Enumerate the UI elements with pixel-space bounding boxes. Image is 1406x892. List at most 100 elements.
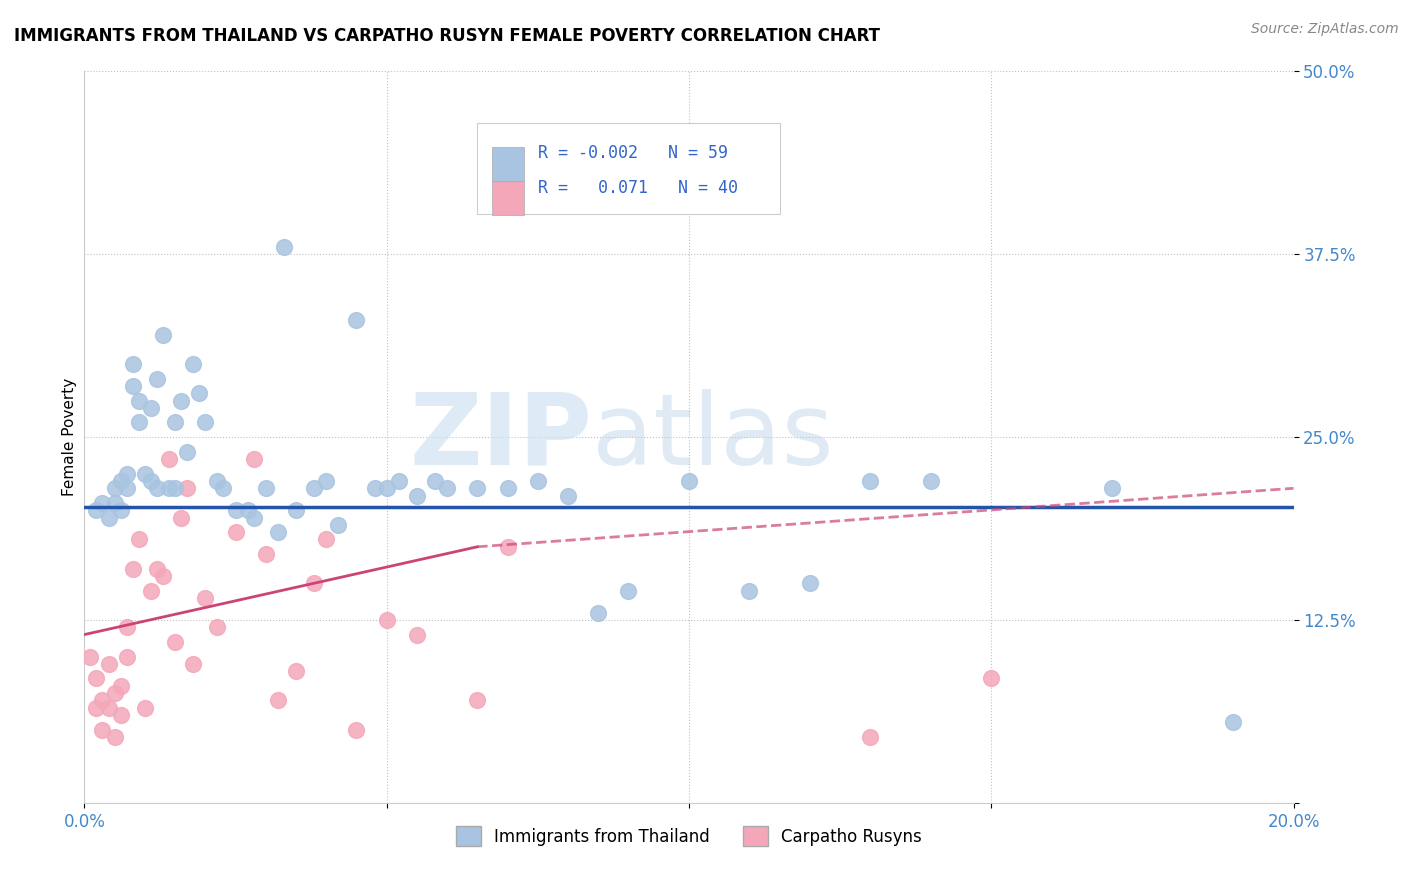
Point	[406, 627, 429, 641]
Point	[254, 481, 277, 495]
Point	[128, 533, 150, 547]
Point	[139, 474, 162, 488]
FancyBboxPatch shape	[492, 180, 524, 215]
Point	[799, 576, 821, 591]
Point	[496, 481, 519, 495]
Point	[980, 672, 1002, 686]
Point	[212, 481, 235, 495]
Point	[588, 606, 610, 620]
Point	[165, 481, 187, 495]
Point	[315, 474, 337, 488]
Point	[97, 510, 120, 524]
Point	[170, 510, 193, 524]
Point	[146, 481, 169, 495]
Point	[170, 393, 193, 408]
Point	[110, 708, 132, 723]
Point	[86, 672, 108, 686]
Point	[207, 474, 229, 488]
Point	[152, 569, 174, 583]
Point	[920, 474, 942, 488]
Point	[678, 474, 700, 488]
Point	[557, 489, 579, 503]
Y-axis label: Female Poverty: Female Poverty	[62, 378, 77, 496]
Point	[225, 503, 247, 517]
Point	[188, 386, 211, 401]
Legend: Immigrants from Thailand, Carpatho Rusyns: Immigrants from Thailand, Carpatho Rusyn…	[449, 820, 929, 853]
FancyBboxPatch shape	[492, 147, 524, 181]
Text: R =   0.071   N = 40: R = 0.071 N = 40	[538, 178, 738, 196]
Point	[267, 525, 290, 540]
Point	[97, 657, 120, 671]
Point	[165, 416, 187, 430]
Point	[146, 562, 169, 576]
Point	[302, 481, 325, 495]
Point	[242, 452, 264, 467]
Point	[302, 576, 325, 591]
Point	[128, 393, 150, 408]
Point	[225, 525, 247, 540]
Point	[139, 583, 162, 598]
Point	[859, 730, 882, 744]
Point	[91, 693, 114, 707]
Point	[346, 313, 368, 327]
Point	[346, 723, 368, 737]
Point	[436, 481, 458, 495]
Point	[91, 723, 114, 737]
Point	[285, 503, 308, 517]
Point	[115, 649, 138, 664]
Text: atlas: atlas	[592, 389, 834, 485]
Point	[738, 583, 761, 598]
Text: ZIP: ZIP	[409, 389, 592, 485]
Point	[110, 679, 132, 693]
Point	[79, 649, 101, 664]
Point	[104, 730, 127, 744]
Point	[157, 481, 180, 495]
Point	[146, 371, 169, 385]
Point	[104, 686, 127, 700]
Point	[617, 583, 640, 598]
Point	[152, 327, 174, 342]
Point	[467, 693, 489, 707]
Point	[134, 467, 156, 481]
Point	[194, 416, 217, 430]
Point	[328, 517, 350, 532]
Point	[527, 474, 550, 488]
Point	[128, 416, 150, 430]
Point	[315, 533, 337, 547]
Point	[139, 401, 162, 415]
Point	[207, 620, 229, 634]
FancyBboxPatch shape	[478, 122, 780, 214]
Point	[115, 620, 138, 634]
Point	[115, 481, 138, 495]
Point	[273, 240, 295, 254]
Point	[176, 444, 198, 458]
Point	[165, 635, 187, 649]
Point	[406, 489, 429, 503]
Point	[236, 503, 259, 517]
Point	[1101, 481, 1123, 495]
Point	[121, 562, 143, 576]
Point	[91, 496, 114, 510]
Point	[181, 657, 204, 671]
Text: R = -0.002   N = 59: R = -0.002 N = 59	[538, 145, 728, 162]
Point	[388, 474, 411, 488]
Point	[285, 664, 308, 678]
Point	[375, 613, 398, 627]
Point	[134, 700, 156, 714]
Point	[467, 481, 489, 495]
Point	[496, 540, 519, 554]
Point	[1222, 715, 1244, 730]
Point	[110, 474, 132, 488]
Point	[859, 474, 882, 488]
Point	[423, 474, 446, 488]
Text: IMMIGRANTS FROM THAILAND VS CARPATHO RUSYN FEMALE POVERTY CORRELATION CHART: IMMIGRANTS FROM THAILAND VS CARPATHO RUS…	[14, 27, 880, 45]
Point	[157, 452, 180, 467]
Text: Source: ZipAtlas.com: Source: ZipAtlas.com	[1251, 22, 1399, 37]
Point	[254, 547, 277, 561]
Point	[375, 481, 398, 495]
Point	[181, 357, 204, 371]
Point	[121, 379, 143, 393]
Point	[194, 591, 217, 605]
Point	[97, 700, 120, 714]
Point	[267, 693, 290, 707]
